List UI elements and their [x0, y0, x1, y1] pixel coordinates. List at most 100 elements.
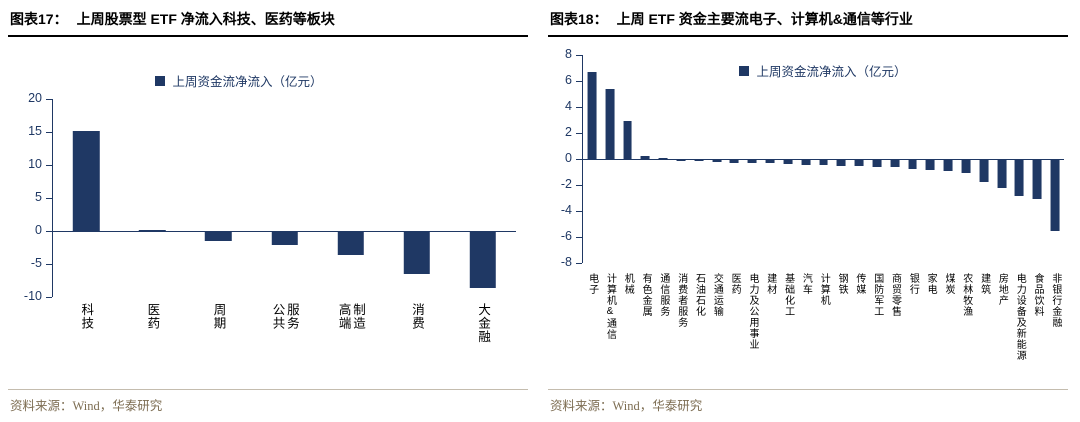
figure-18-header: 图表18： 上周 ETF 资金主要流电子、计算机&通信等行业	[548, 6, 1068, 37]
zero-line	[53, 230, 516, 232]
y-tick-label: 8	[565, 47, 572, 62]
x-category-label: 汽车	[800, 273, 812, 295]
bar	[747, 159, 757, 164]
y-tick-label: 0	[35, 223, 42, 238]
bar	[712, 159, 722, 163]
bar	[765, 159, 775, 164]
y-tick-mark	[46, 263, 52, 265]
bar	[1050, 159, 1060, 231]
x-category-label: 钢铁	[836, 273, 848, 295]
y-tick-label: 10	[28, 157, 42, 172]
plot-area: 电子 计算机&通信 机械 有色金属 通信服务 消费者服务 石油石化 交通运输 医药 电力及公用事业…	[576, 54, 1064, 361]
x-category-label: 科技	[79, 303, 94, 330]
x-category-label: 商贸零售	[889, 273, 901, 317]
bar	[587, 71, 597, 159]
source-text: 资料来源：Wind，华泰研究	[10, 399, 163, 413]
y-tick-label: -8	[560, 255, 572, 270]
x-category-label: 建筑	[978, 273, 990, 295]
y-tick-label: 0	[565, 151, 572, 166]
y-tick-mark	[46, 98, 52, 100]
bar	[890, 159, 900, 168]
figure-label: 图表18：	[550, 11, 608, 27]
y-tick-label: -4	[560, 203, 572, 218]
bar	[997, 159, 1007, 189]
legend-label: 上周资金流净流入（亿元）	[756, 65, 907, 79]
figure-label: 图表17：	[10, 11, 68, 27]
x-category-label: 计算机&通信	[604, 273, 616, 340]
bar	[337, 231, 364, 255]
y-tick-label: -6	[560, 229, 572, 244]
x-category-label: 大金融	[476, 303, 491, 344]
industry-etf-net-flow-bar-chart: 电子 计算机&通信 机械 有色金属 通信服务 消费者服务 石油石化 交通运输 医药 电力及公用事业…	[548, 41, 1068, 375]
bar	[819, 159, 828, 166]
x-category-label: 电子	[586, 273, 598, 295]
y-tick-mark	[576, 184, 582, 186]
bar	[271, 231, 298, 245]
x-category-label: 计算机	[818, 273, 830, 306]
zero-line	[583, 158, 1064, 160]
bar	[961, 159, 971, 173]
x-category-label: 交通运输	[711, 273, 723, 317]
x-category-label: 消费者服务	[675, 273, 687, 328]
x-category-label: 煤炭	[942, 273, 954, 295]
bar	[640, 156, 650, 159]
legend: 上周资金流净流入（亿元）	[7, 71, 471, 90]
x-category-label: 公共 服务	[270, 303, 299, 330]
bar	[872, 159, 882, 167]
y-tick-label: 5	[35, 190, 42, 205]
figure-18-panel: 图表18： 上周 ETF 资金主要流电子、计算机&通信等行业 电子 计算机&通信机…	[540, 0, 1080, 422]
bar	[403, 231, 431, 275]
y-tick-mark	[576, 236, 582, 238]
y-tick-mark	[576, 262, 582, 264]
figure-17-panel: 图表17： 上周股票型 ETF 净流入科技、医药等板块 科技 医药 周期 公共 服务 高…	[8, 11, 528, 413]
figure-title-text: 上周 ETF 资金主要流电子、计算机&通信等行业	[616, 11, 913, 27]
x-category-label: 医药	[145, 303, 160, 330]
x-category-label: 高端 制造	[336, 303, 366, 330]
y-tick-mark	[46, 197, 52, 199]
y-tick-mark	[576, 106, 582, 108]
legend-swatch	[155, 75, 166, 86]
y-tick-mark	[576, 54, 582, 56]
bar	[836, 159, 846, 166]
bar	[1015, 159, 1024, 196]
bar	[623, 121, 632, 159]
x-category-label: 国防军工	[871, 273, 883, 317]
bar	[138, 230, 166, 231]
y-tick-label: -10	[23, 289, 42, 304]
y-tick-mark	[576, 210, 582, 212]
y-tick-mark	[576, 132, 582, 134]
bar	[605, 88, 615, 159]
x-category-label: 房地产	[996, 273, 1008, 306]
y-tick-label: 15	[28, 124, 42, 139]
y-tick-mark	[576, 158, 582, 160]
y-tick-label: -5	[30, 256, 42, 271]
y-tick-label: 2	[565, 125, 572, 140]
x-category-label: 传媒	[853, 273, 865, 295]
y-tick-label: -2	[560, 177, 572, 192]
bar	[979, 159, 989, 182]
figure-title-text: 上周股票型 ETF 净流入科技、医药等板块	[76, 11, 335, 27]
y-tick-mark	[46, 296, 52, 298]
bar	[205, 231, 232, 242]
source-text: 资料来源：Wind，华泰研究	[550, 399, 703, 413]
bar	[908, 159, 918, 169]
y-tick-mark	[46, 131, 52, 133]
x-category-label: 食品饮料	[1032, 273, 1044, 317]
plot-area: 科技 医药 周期 公共 服务 高端 制造 消费 大金融	[46, 98, 516, 344]
bar	[694, 159, 704, 162]
x-category-label: 石油石化	[693, 273, 705, 317]
x-category-label: 机械	[622, 273, 634, 295]
x-category-label: 电力设备及新能源	[1014, 273, 1026, 361]
x-category-label: 医药	[729, 273, 741, 295]
bar	[801, 159, 811, 165]
x-category-label: 周期	[211, 303, 226, 330]
bar	[1032, 159, 1042, 199]
sector-etf-net-flow-bar-chart: 科技 医药 周期 公共 服务 高端 制造 消费 大金融 20 15 10 5 0 -5 -10 上周资金流净…	[8, 39, 528, 389]
x-category-label: 家电	[925, 273, 937, 295]
y-tick-mark	[576, 80, 582, 82]
bar	[469, 231, 497, 288]
bar	[783, 159, 793, 165]
x-category-label: 消费	[409, 303, 424, 330]
y-tick-label: 4	[565, 99, 572, 114]
